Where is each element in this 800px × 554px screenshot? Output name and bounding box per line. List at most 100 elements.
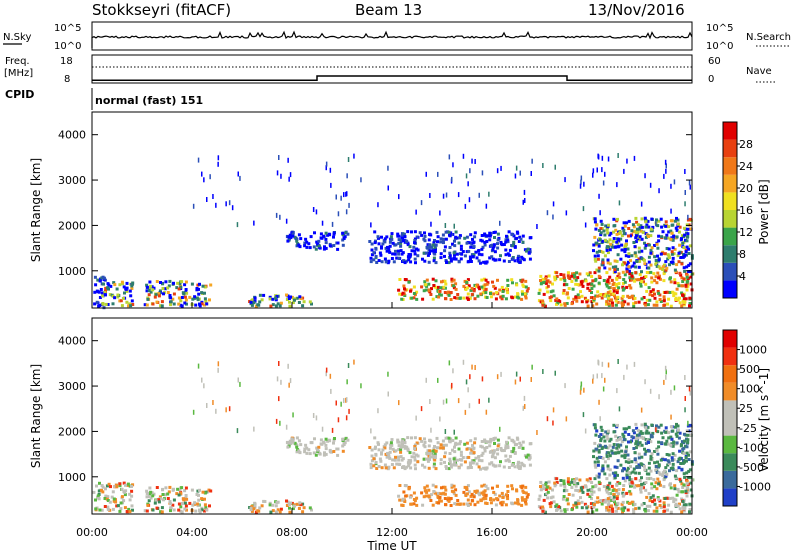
velocity-cell-1644 (649, 457, 653, 461)
power-cell-913 (573, 272, 577, 275)
power-cell-329 (327, 232, 331, 236)
velocity-cell-1104 (665, 496, 669, 500)
power-cell-1757 (542, 163, 544, 168)
power-cell-1775 (616, 182, 618, 188)
velocity-cell-845 (473, 503, 477, 507)
power-cell-364 (443, 249, 447, 253)
power-cell-681 (521, 234, 525, 238)
velocity-cell-266 (295, 450, 299, 454)
power-cell-1798 (448, 154, 451, 160)
power-cell-911 (559, 273, 563, 276)
power-cell-1204 (541, 277, 545, 281)
velocity-cell-573 (413, 445, 417, 448)
power-cell-1566 (677, 230, 681, 234)
velocity-cell-10 (98, 481, 101, 485)
power-cell-1308 (643, 241, 646, 245)
velocity-cell-623 (436, 446, 439, 450)
velocity-cell-1349 (667, 431, 671, 435)
velocity-cell-1365 (655, 424, 658, 428)
power-cell-1605 (649, 248, 653, 252)
power-cell-1565 (638, 259, 642, 263)
velocity-cell-1485 (641, 436, 645, 440)
velocity-cell-388 (448, 452, 452, 455)
power-cell-1671 (387, 165, 389, 171)
velocity-cell-594 (432, 465, 436, 469)
velocity-cell-1648 (668, 469, 671, 473)
power-cell-446 (415, 235, 419, 239)
velocity-cell-236 (253, 502, 257, 506)
power-cell-696 (510, 233, 514, 237)
velocity-cell-1422 (643, 422, 647, 426)
velocity-cell-1009 (676, 504, 680, 508)
velocity-cell-673 (372, 464, 376, 468)
velocity-cell-1650 (597, 435, 601, 438)
velocity-cell-777 (493, 492, 497, 496)
velocity-cell-1052 (689, 481, 693, 485)
velocity-cell-601 (433, 451, 437, 455)
power-cell-872 (483, 283, 487, 287)
power-cell-1664 (633, 251, 637, 255)
velocity-cell-1405 (675, 469, 679, 473)
velocity-cell-1498 (612, 430, 616, 434)
velocity-colorbar-cell-5 (723, 400, 737, 418)
velocity-cell-671 (529, 442, 533, 446)
velocity-cell-184 (145, 491, 149, 495)
velocity-cell-1539 (598, 455, 601, 459)
velocity-cell-941 (549, 496, 553, 500)
velocity-cell-791 (524, 500, 527, 504)
velocity-cell-1350 (603, 460, 607, 464)
velocity-cell-147 (203, 491, 207, 495)
velocity-cell-1423 (634, 471, 638, 475)
power-cell-975 (555, 302, 558, 306)
velocity-cell-1664 (633, 457, 637, 461)
power-cell-1342 (602, 229, 606, 233)
power-cell-966 (550, 295, 553, 299)
power-cell-1715 (536, 224, 538, 229)
power-cell-1472 (603, 233, 607, 237)
power-cell-616 (413, 257, 417, 261)
power-cell-1010 (657, 291, 661, 295)
velocity-cell-1470 (630, 435, 634, 439)
velocity-cell-1639 (655, 448, 659, 452)
velocity-cell-1407 (601, 445, 605, 449)
velocity-cell-643 (428, 455, 432, 459)
power-cell-650 (406, 230, 410, 234)
power-cell-394 (426, 253, 430, 257)
power-cell-660 (459, 257, 463, 261)
velocity-cell-911 (559, 479, 563, 482)
velocity-cell-770 (476, 500, 480, 504)
velocity-cell-1529 (632, 447, 636, 450)
velocity-cell-685 (384, 466, 388, 470)
power-cell-57 (120, 304, 124, 308)
noise-sky-trace (91, 30, 693, 48)
velocity-cell-1442 (596, 460, 600, 464)
power-cell-694 (418, 231, 422, 235)
velocity-cell-362 (383, 446, 387, 450)
velocity-cell-1103 (608, 481, 612, 485)
velocity-cell-706 (413, 458, 417, 462)
velocity-cell-1189 (679, 479, 683, 483)
power-cell-152 (195, 296, 199, 300)
power-cell-83 (124, 287, 128, 291)
power-cell-1584 (593, 217, 597, 221)
velocity-cell-1717 (564, 383, 566, 389)
velocity-cell-871 (492, 490, 496, 494)
velocity-cell-1805 (583, 387, 585, 393)
power-cell-1272 (559, 303, 563, 307)
power-cell-1288 (627, 269, 631, 273)
velocity-cell-1242 (584, 485, 588, 489)
velocity-cell-1549 (637, 452, 641, 456)
power-cell-1258 (678, 271, 682, 275)
power-cell-270 (324, 246, 328, 250)
velocity-cell-1267 (555, 503, 559, 507)
power-cell-1781 (531, 158, 533, 164)
power-colorbar-label: Power [dB] (757, 179, 771, 244)
power-cell-734 (469, 288, 473, 292)
power-cell-893 (475, 283, 479, 287)
velocity-cell-1036 (577, 502, 581, 506)
power-cell-502 (407, 258, 411, 262)
freq-left-tick-bottom: 8 (64, 74, 70, 85)
power-cell-1294 (612, 237, 616, 240)
power-cell-307 (305, 240, 309, 244)
power-cell-924 (590, 275, 594, 278)
